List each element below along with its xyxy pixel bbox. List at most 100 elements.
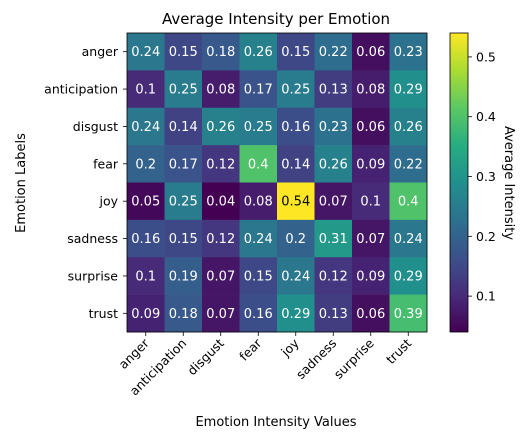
cell-value-label: 0.22 (394, 157, 423, 172)
y-tick-label: joy (98, 194, 118, 209)
cell-value-label: 0.22 (319, 45, 348, 60)
heatmap-cell (164, 182, 203, 221)
heatmap-cell (164, 33, 203, 71)
plot-frame (126, 32, 428, 333)
chart-title: Average Intensity per Emotion (162, 10, 390, 28)
cell-value-label: 0.24 (244, 232, 273, 247)
cell-value-label: 0.25 (281, 83, 310, 98)
y-tick-label: anger (82, 44, 119, 59)
heatmap-cell (314, 145, 353, 183)
heatmap-cell (239, 33, 278, 71)
cell-value-label: 0.09 (356, 157, 385, 172)
cell-value-label: 0.24 (131, 120, 160, 135)
cell-value-label: 0.31 (319, 232, 348, 247)
cell-value-label: 0.09 (131, 307, 160, 322)
cell-value-label: 0.15 (244, 269, 273, 284)
heatmap-cell (127, 257, 165, 295)
colorbar-tick-label: 0.4 (476, 109, 496, 124)
cell-value-label: 0.23 (319, 120, 348, 135)
heatmap-cell (389, 219, 428, 258)
heatmap-cell (352, 107, 390, 146)
cell-value-label: 0.25 (244, 120, 273, 135)
heatmap-cell (202, 33, 240, 71)
heatmap-cell (202, 257, 240, 295)
heatmap-cell (164, 107, 203, 146)
heatmap-cell (277, 219, 315, 258)
heatmap-cell (164, 219, 203, 258)
cell-value-label: 0.04 (206, 195, 235, 210)
cell-value-label: 0.12 (319, 269, 348, 284)
cell-value-label: 0.08 (244, 195, 273, 210)
heatmap-cell (277, 257, 315, 295)
heatmap-cell (239, 107, 278, 146)
cell-value-label: 0.07 (206, 307, 235, 322)
x-axis-label: Emotion Intensity Values (195, 415, 356, 430)
heatmap-cell (277, 182, 315, 221)
cell-value-label: 0.26 (244, 45, 273, 60)
cell-value-label: 0.4 (248, 157, 269, 172)
cell-value-label: 0.2 (285, 232, 306, 247)
cell-value-label: 0.26 (206, 120, 235, 135)
heatmap-cell (239, 219, 278, 258)
heatmap-cell (277, 107, 315, 146)
cell-value-label: 0.13 (319, 307, 348, 322)
heatmap-cell (352, 219, 390, 258)
y-tick-label: anticipation (44, 82, 118, 97)
heatmap-cell (314, 257, 353, 295)
x-tick-label: joy (277, 335, 302, 360)
cell-value-label: 0.23 (394, 45, 423, 60)
cell-value-label: 0.24 (394, 232, 423, 247)
heatmap-cell (239, 145, 278, 183)
cell-value-label: 0.1 (360, 195, 381, 210)
cell-value-label: 0.08 (206, 83, 235, 98)
heatmap-cell (389, 70, 428, 109)
colorbar-tick-label: 0.2 (476, 229, 496, 244)
heatmap-cell (389, 294, 428, 333)
cell-value-label: 0.16 (131, 232, 160, 247)
cell-value-label: 0.1 (135, 83, 156, 98)
y-tick-label: disgust (73, 119, 118, 134)
heatmap-cell (164, 70, 203, 109)
y-axis-label: Emotion Labels (14, 133, 29, 233)
cell-value-label: 0.18 (206, 45, 235, 60)
cell-value-label: 0.17 (244, 83, 273, 98)
cell-value-label: 0.1 (135, 269, 156, 284)
heatmap-cell (314, 70, 353, 109)
cell-value-label: 0.24 (131, 45, 160, 60)
x-tick-label: trust (383, 335, 414, 366)
cell-value-label: 0.29 (281, 307, 310, 322)
cell-value-label: 0.26 (319, 157, 348, 172)
heatmap-cells: 0.24 0.15 0.18 0.26 0.15 0.22 0.06 0.23 0.1 0.25 0… (127, 33, 428, 333)
cell-value-label: 0.29 (394, 83, 423, 98)
heatmap-cell (389, 107, 428, 146)
heatmap-cell (127, 182, 165, 221)
x-tick-label: surprise (331, 335, 377, 381)
heatmap-cell (389, 145, 428, 183)
cell-value-label: 0.25 (169, 195, 198, 210)
cell-value-label: 0.18 (169, 307, 198, 322)
heatmap-cell (127, 107, 165, 146)
x-tick-label: disgust (184, 335, 227, 378)
heatmap-cell (314, 294, 353, 333)
heatmap-cell (389, 182, 428, 221)
cell-value-label: 0.15 (169, 232, 198, 247)
cell-value-label: 0.39 (394, 307, 423, 322)
heatmap-cell (277, 33, 315, 71)
heatmap-cell (202, 70, 240, 109)
heatmap-cell (202, 145, 240, 183)
cell-value-label: 0.13 (319, 83, 348, 98)
heatmap-cell (164, 294, 203, 333)
heatmap-cell (127, 70, 165, 109)
cell-value-label: 0.17 (169, 157, 198, 172)
cell-value-label: 0.07 (356, 232, 385, 247)
cell-value-label: 0.26 (394, 120, 423, 135)
heatmap-cell (277, 145, 315, 183)
heatmap-cell (239, 182, 278, 221)
heatmap-cell (127, 294, 165, 333)
heatmap-cell (389, 33, 428, 71)
heatmap-cell (239, 70, 278, 109)
heatmap-cell (239, 257, 278, 295)
cell-value-label: 0.54 (281, 195, 310, 210)
